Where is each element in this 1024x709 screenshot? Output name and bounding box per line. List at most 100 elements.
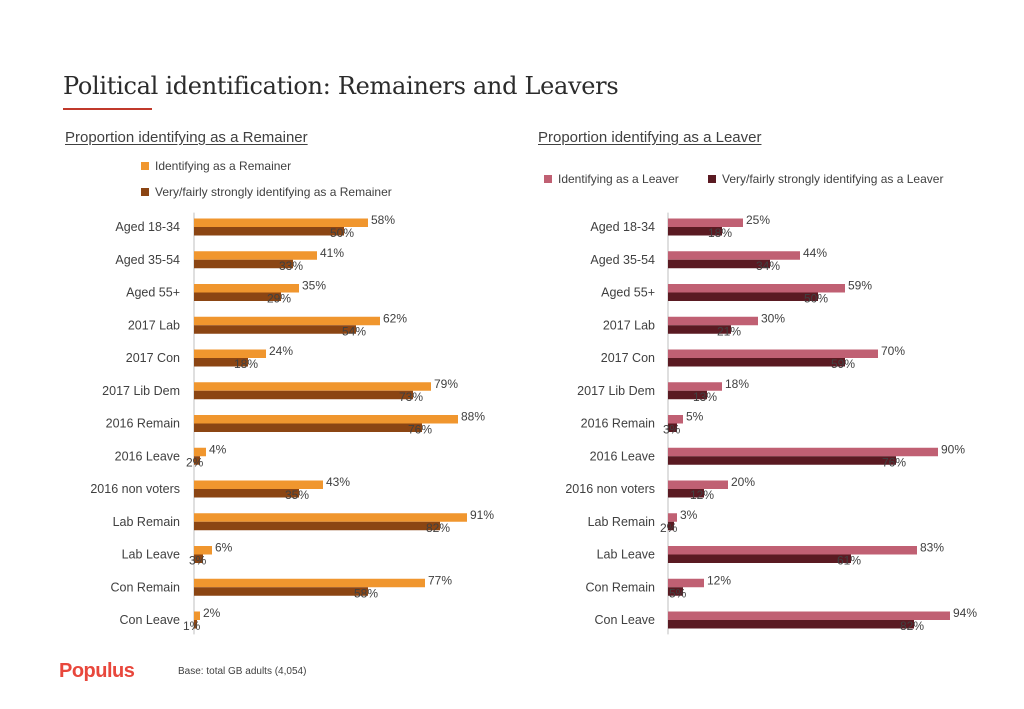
- leaver-bar-series-2: [668, 227, 722, 236]
- leaver-bar-series-2: [668, 620, 914, 629]
- remainer-bar-series-1: [194, 480, 323, 489]
- remainer-category-label: Con Leave: [120, 613, 181, 627]
- leaver-bar-series-2: [668, 489, 704, 498]
- leaver-data-label-series-1: 44%: [803, 246, 827, 260]
- remainer-data-label-series-2: 3%: [189, 554, 207, 568]
- remainer-data-label-series-1: 2%: [203, 606, 221, 620]
- remainer-bar-series-2: [194, 521, 440, 531]
- leaver-bar-series-1: [668, 415, 683, 424]
- leaver-data-label-series-2: 61%: [837, 554, 861, 568]
- page-title: Political identification: Remainers and …: [63, 72, 619, 100]
- remainer-category-label: Aged 18-34: [115, 220, 180, 234]
- leaver-category-label: Con Leave: [595, 613, 656, 627]
- leaver-legend-item-2: Very/fairly strongly identifying as a Le…: [708, 172, 943, 186]
- leaver-data-label-series-2: 5%: [669, 586, 687, 600]
- remainer-legend-item-2: Very/fairly strongly identifying as a Re…: [141, 185, 392, 199]
- remainer-bar-series-2: [194, 325, 356, 334]
- leaver-data-label-series-1: 59%: [848, 279, 872, 293]
- remainer-bar-series-1: [194, 415, 458, 424]
- legend-label: Very/fairly strongly identifying as a Re…: [155, 185, 392, 199]
- leaver-bar-series-1: [668, 218, 743, 227]
- remainer-bar-series-2: [194, 587, 368, 596]
- leaver-bar-series-1: [668, 546, 917, 555]
- legend-swatch: [708, 175, 716, 183]
- leaver-category-label: Lab Leave: [597, 548, 655, 562]
- remainer-bar-series-1: [194, 611, 200, 620]
- leaver-bar-series-2: [668, 423, 677, 432]
- leaver-data-label-series-2: 76%: [882, 455, 906, 469]
- leaver-data-label-series-1: 83%: [920, 541, 944, 555]
- remainer-bar-series-2: [194, 554, 203, 563]
- leaver-data-label-series-2: 3%: [663, 423, 681, 437]
- leaver-bar-series-2: [668, 554, 851, 563]
- legend-swatch: [544, 175, 552, 183]
- remainer-category-label: 2016 Leave: [115, 449, 180, 463]
- remainer-data-label-series-1: 91%: [470, 508, 494, 522]
- remainer-category-label: Lab Leave: [122, 548, 180, 562]
- remainer-category-label: Aged 35-54: [115, 253, 180, 267]
- remainer-legend-item-1: Identifying as a Remainer: [141, 159, 291, 173]
- leaver-category-label: 2017 Lib Dem: [577, 384, 655, 398]
- leaver-category-label: 2016 Remain: [581, 417, 655, 431]
- leaver-category-label: Con Remain: [586, 580, 656, 594]
- leaver-data-label-series-1: 94%: [953, 606, 977, 620]
- remainer-data-label-series-1: 88%: [461, 410, 485, 424]
- leaver-data-label-series-1: 90%: [941, 442, 965, 456]
- legend-label: Identifying as a Leaver: [558, 172, 679, 186]
- remainer-data-label-series-1: 79%: [434, 377, 458, 391]
- leaver-bar-series-1: [668, 251, 800, 260]
- leaver-bar-series-2: [668, 259, 770, 269]
- remainer-bar-series-2: [194, 456, 200, 465]
- leaver-bar-series-1: [668, 316, 758, 326]
- leaver-category-label: 2017 Con: [601, 351, 655, 365]
- legend-label: Very/fairly strongly identifying as a Le…: [722, 172, 944, 186]
- remainer-category-label: Aged 55+: [126, 286, 180, 300]
- remainer-bar-series-1: [194, 382, 431, 391]
- remainer-bar-series-1: [194, 447, 206, 457]
- leaver-data-label-series-2: 50%: [804, 292, 828, 306]
- remainer-bar-series-2: [194, 292, 281, 301]
- remainer-bar-series-1: [194, 316, 380, 326]
- leaver-bar-series-1: [668, 480, 728, 489]
- remainer-data-label-series-2: 2%: [186, 455, 204, 469]
- leaver-category-label: Aged 55+: [601, 286, 655, 300]
- leaver-data-label-series-1: 3%: [680, 508, 698, 522]
- leaver-bar-series-2: [668, 292, 818, 301]
- remainer-data-label-series-2: 82%: [426, 521, 450, 535]
- leaver-bar-series-2: [668, 325, 731, 334]
- remainer-bar-series-2: [194, 227, 344, 236]
- remainer-data-label-series-2: 29%: [267, 292, 291, 306]
- remainer-data-label-series-2: 35%: [285, 488, 309, 502]
- leaver-category-label: Lab Remain: [588, 515, 655, 529]
- remainer-bar-series-1: [194, 251, 317, 260]
- leaver-bar-series-1: [668, 284, 845, 293]
- remainer-data-label-series-1: 6%: [215, 541, 233, 555]
- legend-label: Identifying as a Remainer: [155, 159, 292, 173]
- remainer-bar-series-2: [194, 423, 422, 432]
- remainer-data-label-series-1: 35%: [302, 279, 326, 293]
- leaver-data-label-series-1: 30%: [761, 311, 785, 325]
- remainer-data-label-series-2: 33%: [279, 259, 303, 273]
- leaver-category-label: 2016 Leave: [590, 449, 655, 463]
- remainer-data-label-series-1: 77%: [428, 573, 452, 587]
- leaver-data-label-series-2: 12%: [690, 488, 714, 502]
- leaver-category-label: Aged 35-54: [590, 253, 655, 267]
- leaver-legend-item-1: Identifying as a Leaver: [544, 172, 679, 186]
- leaver-data-label-series-2: 59%: [831, 357, 855, 371]
- remainer-bar-series-1: [194, 546, 212, 555]
- remainer-data-label-series-1: 62%: [383, 311, 407, 325]
- leaver-data-label-series-1: 5%: [686, 410, 704, 424]
- leaver-data-label-series-2: 13%: [693, 390, 717, 404]
- remainer-category-label: Lab Remain: [113, 515, 180, 529]
- leaver-bar-series-2: [668, 456, 896, 465]
- remainer-bar-series-1: [194, 513, 467, 522]
- remainer-data-label-series-2: 54%: [342, 324, 366, 338]
- remainer-category-label: 2017 Con: [126, 351, 180, 365]
- remainer-data-label-series-2: 18%: [234, 357, 258, 371]
- remainer-data-label-series-1: 24%: [269, 344, 293, 358]
- remainer-bar-series-2: [194, 259, 293, 269]
- remainer-chart-title: Proportion identifying as a Remainer: [65, 129, 308, 146]
- remainer-bar-series-1: [194, 218, 368, 227]
